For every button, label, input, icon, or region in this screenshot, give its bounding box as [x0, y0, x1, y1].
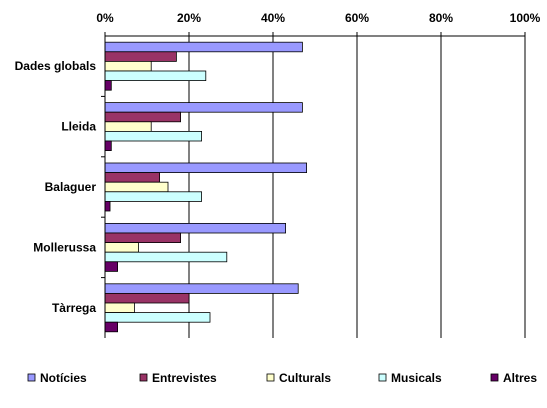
- legend-label-altres: Altres: [503, 371, 537, 385]
- bar-mollerussa-noticies: [104, 222, 287, 234]
- bar-balaguer-culturals: [104, 181, 169, 193]
- x-tick-label: 20%: [177, 11, 201, 25]
- bar-balaguer-altres: [104, 200, 111, 212]
- bar-balaguer-noticies: [104, 162, 308, 174]
- bar-tarrega-altres: [104, 321, 118, 333]
- x-tick-label: 60%: [345, 11, 369, 25]
- legend-label-noticies: Notícies: [40, 371, 87, 385]
- x-tick-label: 100%: [510, 11, 541, 25]
- legend-swatch-culturals: [266, 373, 275, 382]
- bar-mollerussa-entrevistes: [104, 232, 181, 244]
- bar-dades-globals-culturals: [104, 61, 152, 72]
- category-label-tarrega: Tàrrega: [52, 301, 96, 315]
- bar-dades-globals-noticies: [104, 41, 303, 53]
- bar-tarrega-culturals: [104, 302, 135, 314]
- category-label-balaguer: Balaguer: [45, 180, 97, 194]
- x-tick-label: 40%: [261, 11, 285, 25]
- bar-lleida-altres: [104, 140, 112, 152]
- bar-balaguer-entrevistes: [104, 172, 160, 183]
- bar-lleida-musicals: [104, 130, 202, 142]
- bar-tarrega-entrevistes: [104, 292, 190, 304]
- bar-tarrega-noticies: [104, 283, 299, 294]
- bar-dades-globals-entrevistes: [104, 51, 177, 62]
- category-label-dades-globals: Dades globals: [15, 59, 97, 73]
- bar-mollerussa-culturals: [104, 242, 139, 253]
- bar-lleida-culturals: [104, 121, 152, 132]
- bar-lleida-entrevistes: [104, 111, 181, 123]
- category-label-lleida: Lleida: [61, 120, 96, 134]
- bar-dades-globals-altres: [104, 80, 112, 91]
- x-tick-label: 80%: [429, 11, 453, 25]
- bar-lleida-noticies: [104, 102, 303, 113]
- bar-tarrega-musicals: [104, 312, 211, 323]
- bar-mollerussa-altres: [104, 261, 118, 272]
- legend-swatch-musicals: [378, 373, 387, 382]
- bar-balaguer-musicals: [104, 191, 202, 202]
- category-label-mollerussa: Mollerussa: [33, 240, 96, 254]
- bar-mollerussa-musicals: [104, 251, 228, 263]
- legend-swatch-altres: [490, 373, 499, 382]
- legend-swatch-entrevistes: [139, 373, 148, 382]
- bar-dades-globals-musicals: [104, 70, 207, 82]
- legend-label-musicals: Musicals: [391, 371, 442, 385]
- legend-label-entrevistes: Entrevistes: [152, 371, 217, 385]
- x-tick-label: 0%: [96, 11, 114, 25]
- legend-label-culturals: Culturals: [279, 371, 331, 385]
- legend-swatch-noticies: [27, 373, 36, 382]
